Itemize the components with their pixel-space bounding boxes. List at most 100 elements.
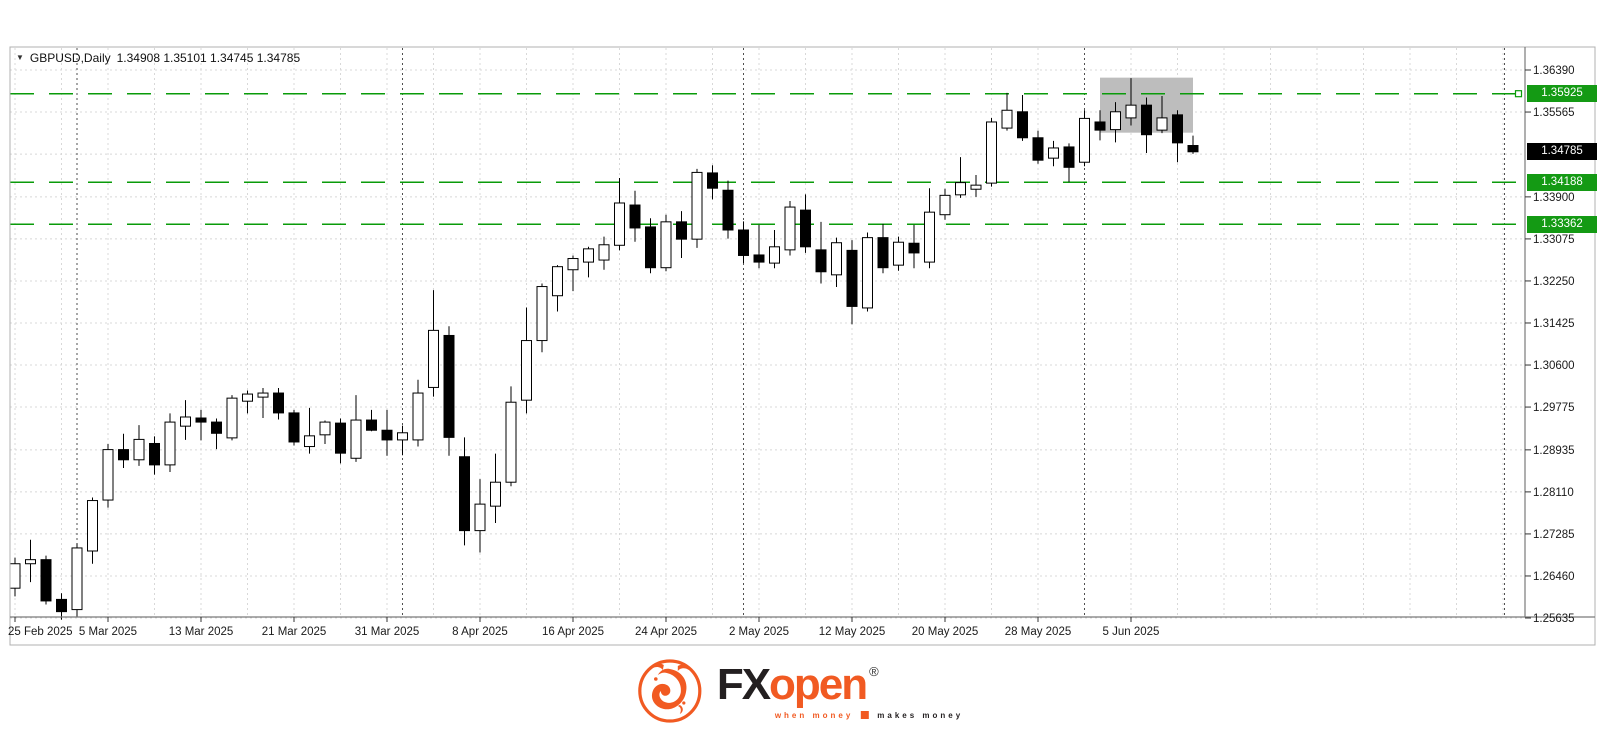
candle-bullish[interactable] xyxy=(660,221,672,269)
candle-bearish[interactable] xyxy=(629,204,641,229)
candle-bearish[interactable] xyxy=(195,417,207,423)
candle-bullish[interactable] xyxy=(87,500,98,552)
candle-bullish[interactable] xyxy=(862,237,873,309)
line-handle-icon[interactable] xyxy=(1514,90,1523,98)
candle-bullish[interactable] xyxy=(1048,147,1059,159)
candle-bearish[interactable] xyxy=(800,209,811,248)
candle-bullish[interactable] xyxy=(784,206,796,251)
candle-bearish[interactable] xyxy=(1094,121,1106,131)
candle-bullish[interactable] xyxy=(397,432,408,441)
brand-fx-text: FX xyxy=(716,659,771,709)
candle-bearish[interactable] xyxy=(1063,146,1075,168)
candle-bearish[interactable] xyxy=(366,419,377,431)
candle-bearish[interactable] xyxy=(1187,145,1199,153)
candle-bullish[interactable] xyxy=(939,194,951,216)
candle-bullish[interactable] xyxy=(242,393,253,402)
candle-bullish[interactable] xyxy=(583,248,594,263)
candle-bullish[interactable] xyxy=(412,392,424,441)
candle-bearish[interactable] xyxy=(118,449,129,461)
candle-bullish[interactable] xyxy=(1001,109,1013,129)
date-tick-label: 21 Mar 2025 xyxy=(262,626,327,638)
price-tick-label: 1.32250 xyxy=(1533,276,1575,288)
candle-bearish[interactable] xyxy=(381,429,393,441)
price-tick-label: 1.29775 xyxy=(1533,402,1575,414)
candle-bullish[interactable] xyxy=(598,244,610,261)
date-tick-label: 25 Feb 2025 xyxy=(8,626,73,638)
candle-bullish[interactable] xyxy=(924,211,935,263)
price-tick-label: 1.26460 xyxy=(1533,571,1575,583)
candle-bearish[interactable] xyxy=(443,334,455,438)
tagline-left-text: when money xyxy=(774,710,854,720)
candle-bullish[interactable] xyxy=(1125,104,1137,119)
candle-bullish[interactable] xyxy=(180,416,191,427)
candle-bearish[interactable] xyxy=(846,249,858,307)
candle-bullish[interactable] xyxy=(769,246,780,264)
candle-bullish[interactable] xyxy=(319,421,331,436)
candle-bearish[interactable] xyxy=(877,237,889,269)
candle-bearish[interactable] xyxy=(1017,111,1028,139)
candle-bullish[interactable] xyxy=(552,266,563,297)
candle-bullish[interactable] xyxy=(986,121,997,184)
fxopen-wordmark: FX open ® when money makes money xyxy=(716,659,964,720)
candle-bearish[interactable] xyxy=(288,412,300,443)
candle-bullish[interactable] xyxy=(691,171,703,240)
price-tick-label: 1.35565 xyxy=(1533,107,1575,119)
candle-bullish[interactable] xyxy=(505,401,517,483)
candle-bearish[interactable] xyxy=(1172,114,1183,144)
candle-bearish[interactable] xyxy=(459,456,470,532)
candle-bullish[interactable] xyxy=(521,340,532,401)
price-tick-label: 1.33075 xyxy=(1533,234,1575,246)
candle-bullish[interactable] xyxy=(614,202,625,246)
candle-bearish[interactable] xyxy=(676,221,687,240)
candle-bullish[interactable] xyxy=(133,438,145,461)
candle-bullish[interactable] xyxy=(536,286,548,342)
candle-bullish[interactable] xyxy=(490,481,501,507)
candle-bearish[interactable] xyxy=(40,559,52,602)
candle-bullish[interactable] xyxy=(893,241,904,266)
candle-bullish[interactable] xyxy=(226,397,238,439)
tagline-right-text: makes money xyxy=(877,710,964,720)
current-price-badge: 1.34785 xyxy=(1527,143,1597,161)
fxopen-emblem-icon xyxy=(638,659,702,723)
candle-bullish[interactable] xyxy=(9,563,21,589)
date-tick-label: 2 May 2025 xyxy=(729,626,789,638)
candle-bullish[interactable] xyxy=(970,184,982,190)
brand-open-text: open xyxy=(769,659,868,709)
date-tick-label: 28 May 2025 xyxy=(1005,626,1072,638)
candle-bearish[interactable] xyxy=(908,242,920,254)
candle-bullish[interactable] xyxy=(474,503,486,532)
candle-bearish[interactable] xyxy=(753,254,765,263)
candle-bullish[interactable] xyxy=(567,258,579,271)
candle-bearish[interactable] xyxy=(335,422,346,454)
price-tick-label: 1.31425 xyxy=(1533,318,1575,330)
candle-bearish[interactable] xyxy=(56,598,67,613)
candle-bullish[interactable] xyxy=(304,435,315,448)
candle-bullish[interactable] xyxy=(164,421,176,466)
candle-bullish[interactable] xyxy=(1110,111,1121,131)
candle-bullish[interactable] xyxy=(1156,117,1168,131)
candle-bullish[interactable] xyxy=(71,547,83,611)
candle-bearish[interactable] xyxy=(211,421,222,434)
candle-bullish[interactable] xyxy=(25,559,36,565)
candle-bearish[interactable] xyxy=(1032,137,1044,161)
candle-bearish[interactable] xyxy=(815,249,827,273)
candle-bullish[interactable] xyxy=(1079,117,1090,163)
candle-bullish[interactable] xyxy=(350,419,362,459)
candle-bearish[interactable] xyxy=(722,189,734,231)
candle-bearish[interactable] xyxy=(149,442,160,466)
price-chart[interactable]: 1.36390 1.35565 1.33900 1.33075 1.32250 1.314… xyxy=(0,0,1600,650)
candle-bearish[interactable] xyxy=(707,172,718,189)
candle-bullish[interactable] xyxy=(428,329,439,388)
candle-bullish[interactable] xyxy=(831,242,842,276)
collapse-arrow-icon[interactable]: ▼ xyxy=(16,52,24,62)
candle-bullish[interactable] xyxy=(257,392,269,398)
candle-bullish[interactable] xyxy=(102,449,114,501)
candle-bearish[interactable] xyxy=(645,226,656,269)
candle-bearish[interactable] xyxy=(738,229,749,256)
date-tick-label: 12 May 2025 xyxy=(819,626,886,638)
price-tick-label: 1.33900 xyxy=(1533,192,1575,204)
candle-bullish[interactable] xyxy=(955,182,966,196)
chart-ohlc-readout: 1.34908 1.35101 1.34745 1.34785 xyxy=(116,51,301,65)
candle-bearish[interactable] xyxy=(273,392,284,414)
candle-bearish[interactable] xyxy=(1141,104,1152,136)
